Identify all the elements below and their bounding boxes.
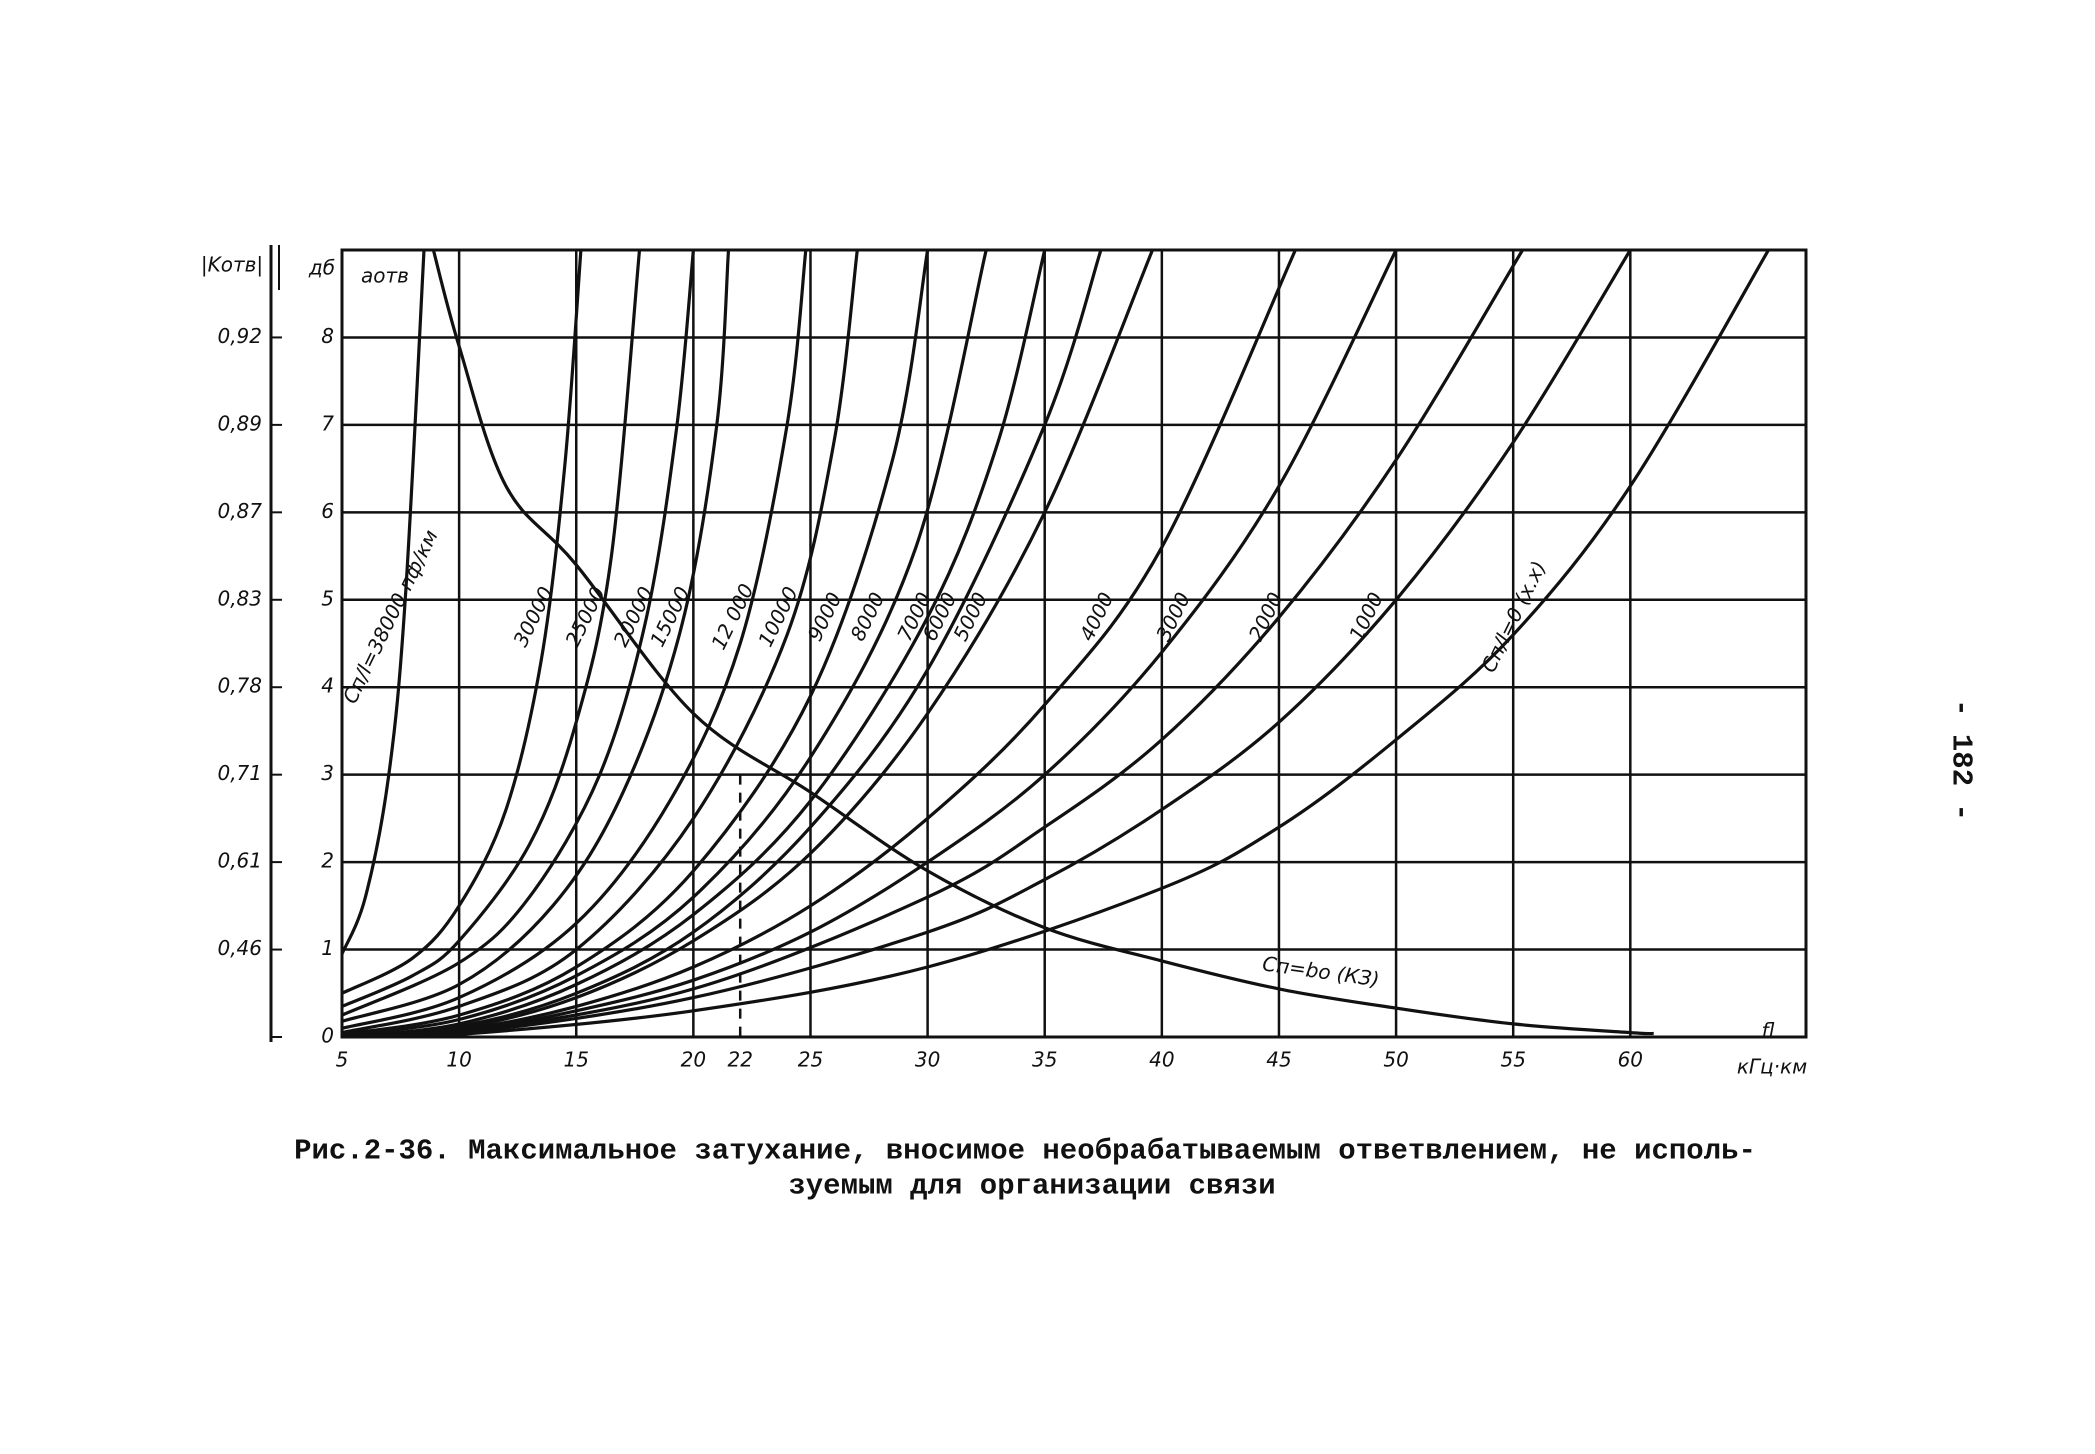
k-tick-label: 0,71 [217,761,262,785]
y-tick-label: 8 [321,324,334,348]
x-tick-label: 35 [1032,1048,1057,1072]
curve [342,250,1524,1037]
y-unit: дб [308,256,335,280]
curve [342,250,642,1008]
curve [342,250,988,1037]
curve [342,250,930,1036]
curve [342,250,583,995]
curves [342,250,1770,1037]
x-tick-label: 45 [1266,1048,1291,1072]
page-number: - 182 - [1944,699,1977,821]
y-tick-label: 5 [321,586,334,610]
x-tick-label: 60 [1618,1048,1643,1072]
k-tick-label: 0,61 [217,849,262,873]
y-tick-label: 7 [321,411,334,435]
x-tick-label: 40 [1149,1048,1174,1072]
k-tick-label: 0,87 [217,499,262,523]
curve [342,250,1632,1037]
x-tick-label: 5 [336,1048,349,1072]
kz-curve [431,250,1654,1036]
curve [342,250,1398,1037]
curve [342,250,859,1035]
x-unit: кГц·км [1737,1055,1807,1079]
x-axis-label: fl [1762,1019,1775,1043]
curve [342,250,1154,1037]
curve [342,250,426,955]
y-tick-label: 0 [321,1024,334,1048]
x-tick-label: 50 [1383,1048,1408,1072]
y-tick-label: 2 [321,849,334,873]
x-tick-label: 20 [681,1048,706,1072]
curve [342,250,1103,1037]
y-tick-label: 6 [321,499,334,523]
y-tick-label: 4 [321,674,334,698]
y-tick-label: 1 [321,936,334,960]
x-tick-label: 22 [727,1048,752,1072]
curve [342,250,1047,1037]
x-tick-label: 15 [564,1048,589,1072]
k-tick-label: 0,78 [217,674,262,698]
x-tick-label: 55 [1500,1048,1525,1072]
curve [342,250,1770,1037]
curve [342,250,695,1017]
k-tick-label: 0,92 [217,324,262,348]
y-tick-label: 3 [321,761,334,785]
k-tick-label: 0,89 [217,411,262,435]
curve [342,250,731,1023]
x-tick-label: 25 [798,1048,823,1072]
x-tick-label: 30 [915,1048,940,1072]
curve [342,250,808,1030]
k-axis-label: |Kотв| [201,253,263,277]
caption-line: зуемым для организации связи [788,1170,1275,1203]
caption-line: Рис.2-36. Максимальное затухание, вносим… [294,1135,1756,1168]
k-tick-label: 0,46 [217,936,262,960]
y-axis-label: aотв [361,264,409,288]
curve [342,250,1297,1037]
x-tick-label: 10 [446,1048,471,1072]
k-tick-label: 0,83 [217,586,262,610]
